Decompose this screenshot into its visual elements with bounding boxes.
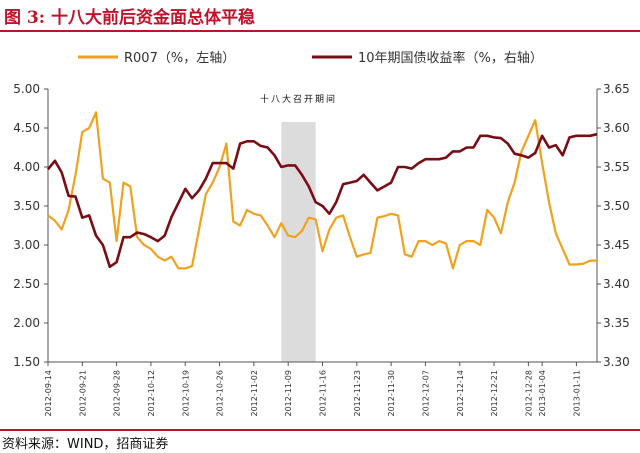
x-tick-label: 2012-12-21	[490, 370, 499, 417]
x-tick-label: 2012-10-26	[216, 370, 225, 417]
x-tick-label: 2013-01-04	[538, 370, 547, 417]
left-tick-label: 4.00	[13, 160, 40, 174]
dual-axis-line-chart: R007（%，左轴） 10年期国债收益率（%，右轴） 十八大召开期间 1.50 2…	[13, 50, 630, 417]
legend-label-bond-yield: 10年期国债收益率（%，右轴）	[358, 50, 543, 66]
legend-label-r007: R007（%，左轴）	[124, 51, 235, 66]
shaded-period	[281, 122, 316, 362]
title-rule	[0, 30, 640, 32]
x-tick-label: 2012-10-12	[147, 370, 156, 417]
x-tick-label: 2012-11-23	[353, 370, 362, 417]
source-note: 资料来源：WIND，招商证券	[2, 437, 169, 452]
left-tick-label: 2.00	[13, 316, 40, 330]
legend: R007（%，左轴） 10年期国债收益率（%，右轴）	[78, 50, 543, 66]
x-tick-label: 2012-12-28	[524, 370, 533, 417]
left-tick-label: 1.50	[13, 355, 40, 369]
right-tick-label: 3.65	[603, 82, 630, 96]
x-tick-label: 2012-11-09	[284, 370, 293, 417]
left-tick-label: 3.50	[13, 199, 40, 213]
right-tick-label: 3.55	[603, 160, 630, 174]
x-tick-label: 2012-12-07	[421, 370, 430, 417]
x-axis-ticks: 2012-09-14 2012-09-21 2012-09-28 2012-10-12…	[44, 362, 581, 417]
axes	[47, 89, 598, 363]
x-tick-label: 2012-12-14	[456, 370, 465, 417]
left-tick-label: 4.50	[13, 121, 40, 135]
left-tick-label: 5.00	[13, 82, 40, 96]
right-tick-label: 3.60	[603, 121, 630, 135]
left-axis-ticks: 1.50 2.00 2.50 3.00 3.50 4.00 4.50 5.00	[13, 82, 48, 369]
series-lines	[46, 111, 598, 270]
x-tick-label: 2012-09-14	[44, 370, 53, 417]
x-tick-label: 2012-11-30	[387, 370, 396, 417]
x-tick-label: 2012-09-28	[113, 370, 122, 417]
x-tick-label: 2012-10-19	[181, 370, 190, 417]
right-tick-label: 3.35	[603, 316, 630, 330]
right-tick-label: 3.40	[603, 277, 630, 291]
series-line-r007	[47, 111, 597, 270]
x-tick-label: 2012-11-16	[319, 370, 328, 417]
right-axis-ticks: 3.30 3.35 3.40 3.45 3.50 3.55 3.60 3.65	[597, 82, 630, 369]
x-tick-label: 2012-09-21	[78, 370, 87, 417]
x-tick-label: 2013-01-11	[572, 370, 581, 417]
x-tick-label: 2012-11-02	[250, 370, 259, 417]
right-tick-label: 3.50	[603, 199, 630, 213]
shaded-period-label: 十八大召开期间	[260, 93, 337, 105]
figure-title: 图 3: 十八大前后资金面总体平稳	[4, 8, 255, 28]
right-tick-label: 3.45	[603, 238, 630, 252]
left-tick-label: 3.00	[13, 238, 40, 252]
series-line-bond-yield	[46, 132, 598, 269]
right-tick-label: 3.30	[603, 355, 630, 369]
left-tick-label: 2.50	[13, 277, 40, 291]
source-rule	[0, 429, 640, 431]
